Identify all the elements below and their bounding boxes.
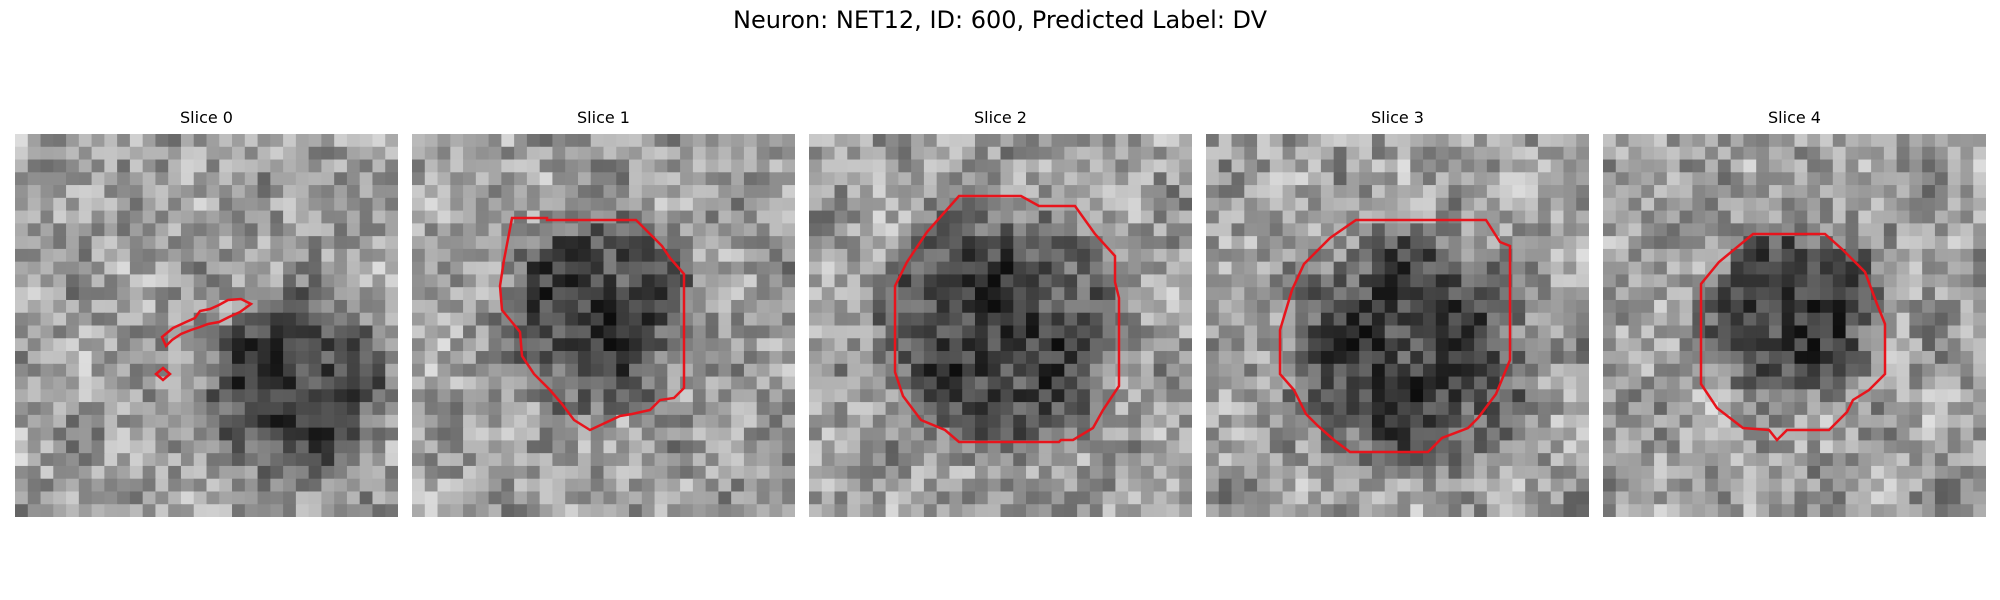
- slice-1-title: Slice 1: [577, 108, 630, 127]
- slice-4-title: Slice 4: [1768, 108, 1821, 127]
- figure-title: Neuron: NET12, ID: 600, Predicted Label:…: [732, 6, 1268, 34]
- slice-2-title: Slice 2: [974, 108, 1027, 127]
- slice-4-pixels: [1603, 134, 1986, 517]
- slice-0-pixels: [15, 134, 398, 517]
- slice-0-title: Slice 0: [180, 108, 233, 127]
- slice-1-contour: [498, 216, 686, 432]
- slice-4-contour: [1699, 232, 1887, 442]
- slice-2-image: [809, 134, 1192, 517]
- slice-1-image: [412, 134, 795, 517]
- slice-1-pixels: [412, 134, 795, 517]
- slice-2-svg: [809, 134, 1192, 517]
- slice-3-contour: [1278, 218, 1512, 454]
- slice-1-svg: [412, 134, 795, 517]
- slice-3-svg: [1206, 134, 1589, 517]
- slice-3-title: Slice 3: [1371, 108, 1424, 127]
- slice-0-contour-small: [154, 366, 172, 382]
- slice-4-svg: [1603, 134, 1986, 517]
- slice-2-contour: [893, 194, 1121, 444]
- slice-3-image: [1206, 134, 1589, 517]
- slice-0-svg: [15, 134, 398, 517]
- slice-4-image: [1603, 134, 1986, 517]
- slice-0-contour: [160, 297, 254, 349]
- slice-3-pixels: [1206, 134, 1589, 517]
- slice-2-pixels: [809, 134, 1192, 517]
- slice-0-image: [15, 134, 398, 517]
